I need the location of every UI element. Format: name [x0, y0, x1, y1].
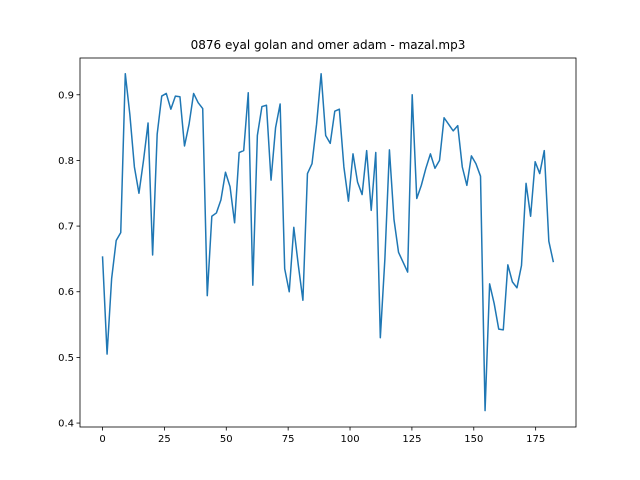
x-tick-label: 25 [158, 434, 171, 445]
y-tick-label: 0.7 [58, 222, 74, 233]
y-tick-label: 0.9 [58, 90, 74, 101]
x-tick-label: 0 [99, 434, 105, 445]
x-tick-label: 75 [282, 434, 295, 445]
x-tick-label: 100 [340, 434, 359, 445]
y-tick-label: 0.4 [58, 419, 74, 430]
plot-frame [79, 57, 577, 428]
y-tick-label: 0.5 [58, 353, 74, 364]
line-series [101, 73, 555, 412]
y-tick-label: 0.6 [58, 287, 74, 298]
x-tick-label: 50 [220, 434, 233, 445]
x-tick-label: 125 [402, 434, 421, 445]
chart-title: 0876 eyal golan and omer adam - mazal.mp… [191, 38, 466, 52]
y-tick-label: 0.8 [58, 156, 74, 167]
x-tick-label: 150 [464, 434, 483, 445]
x-tick-label: 175 [526, 434, 545, 445]
